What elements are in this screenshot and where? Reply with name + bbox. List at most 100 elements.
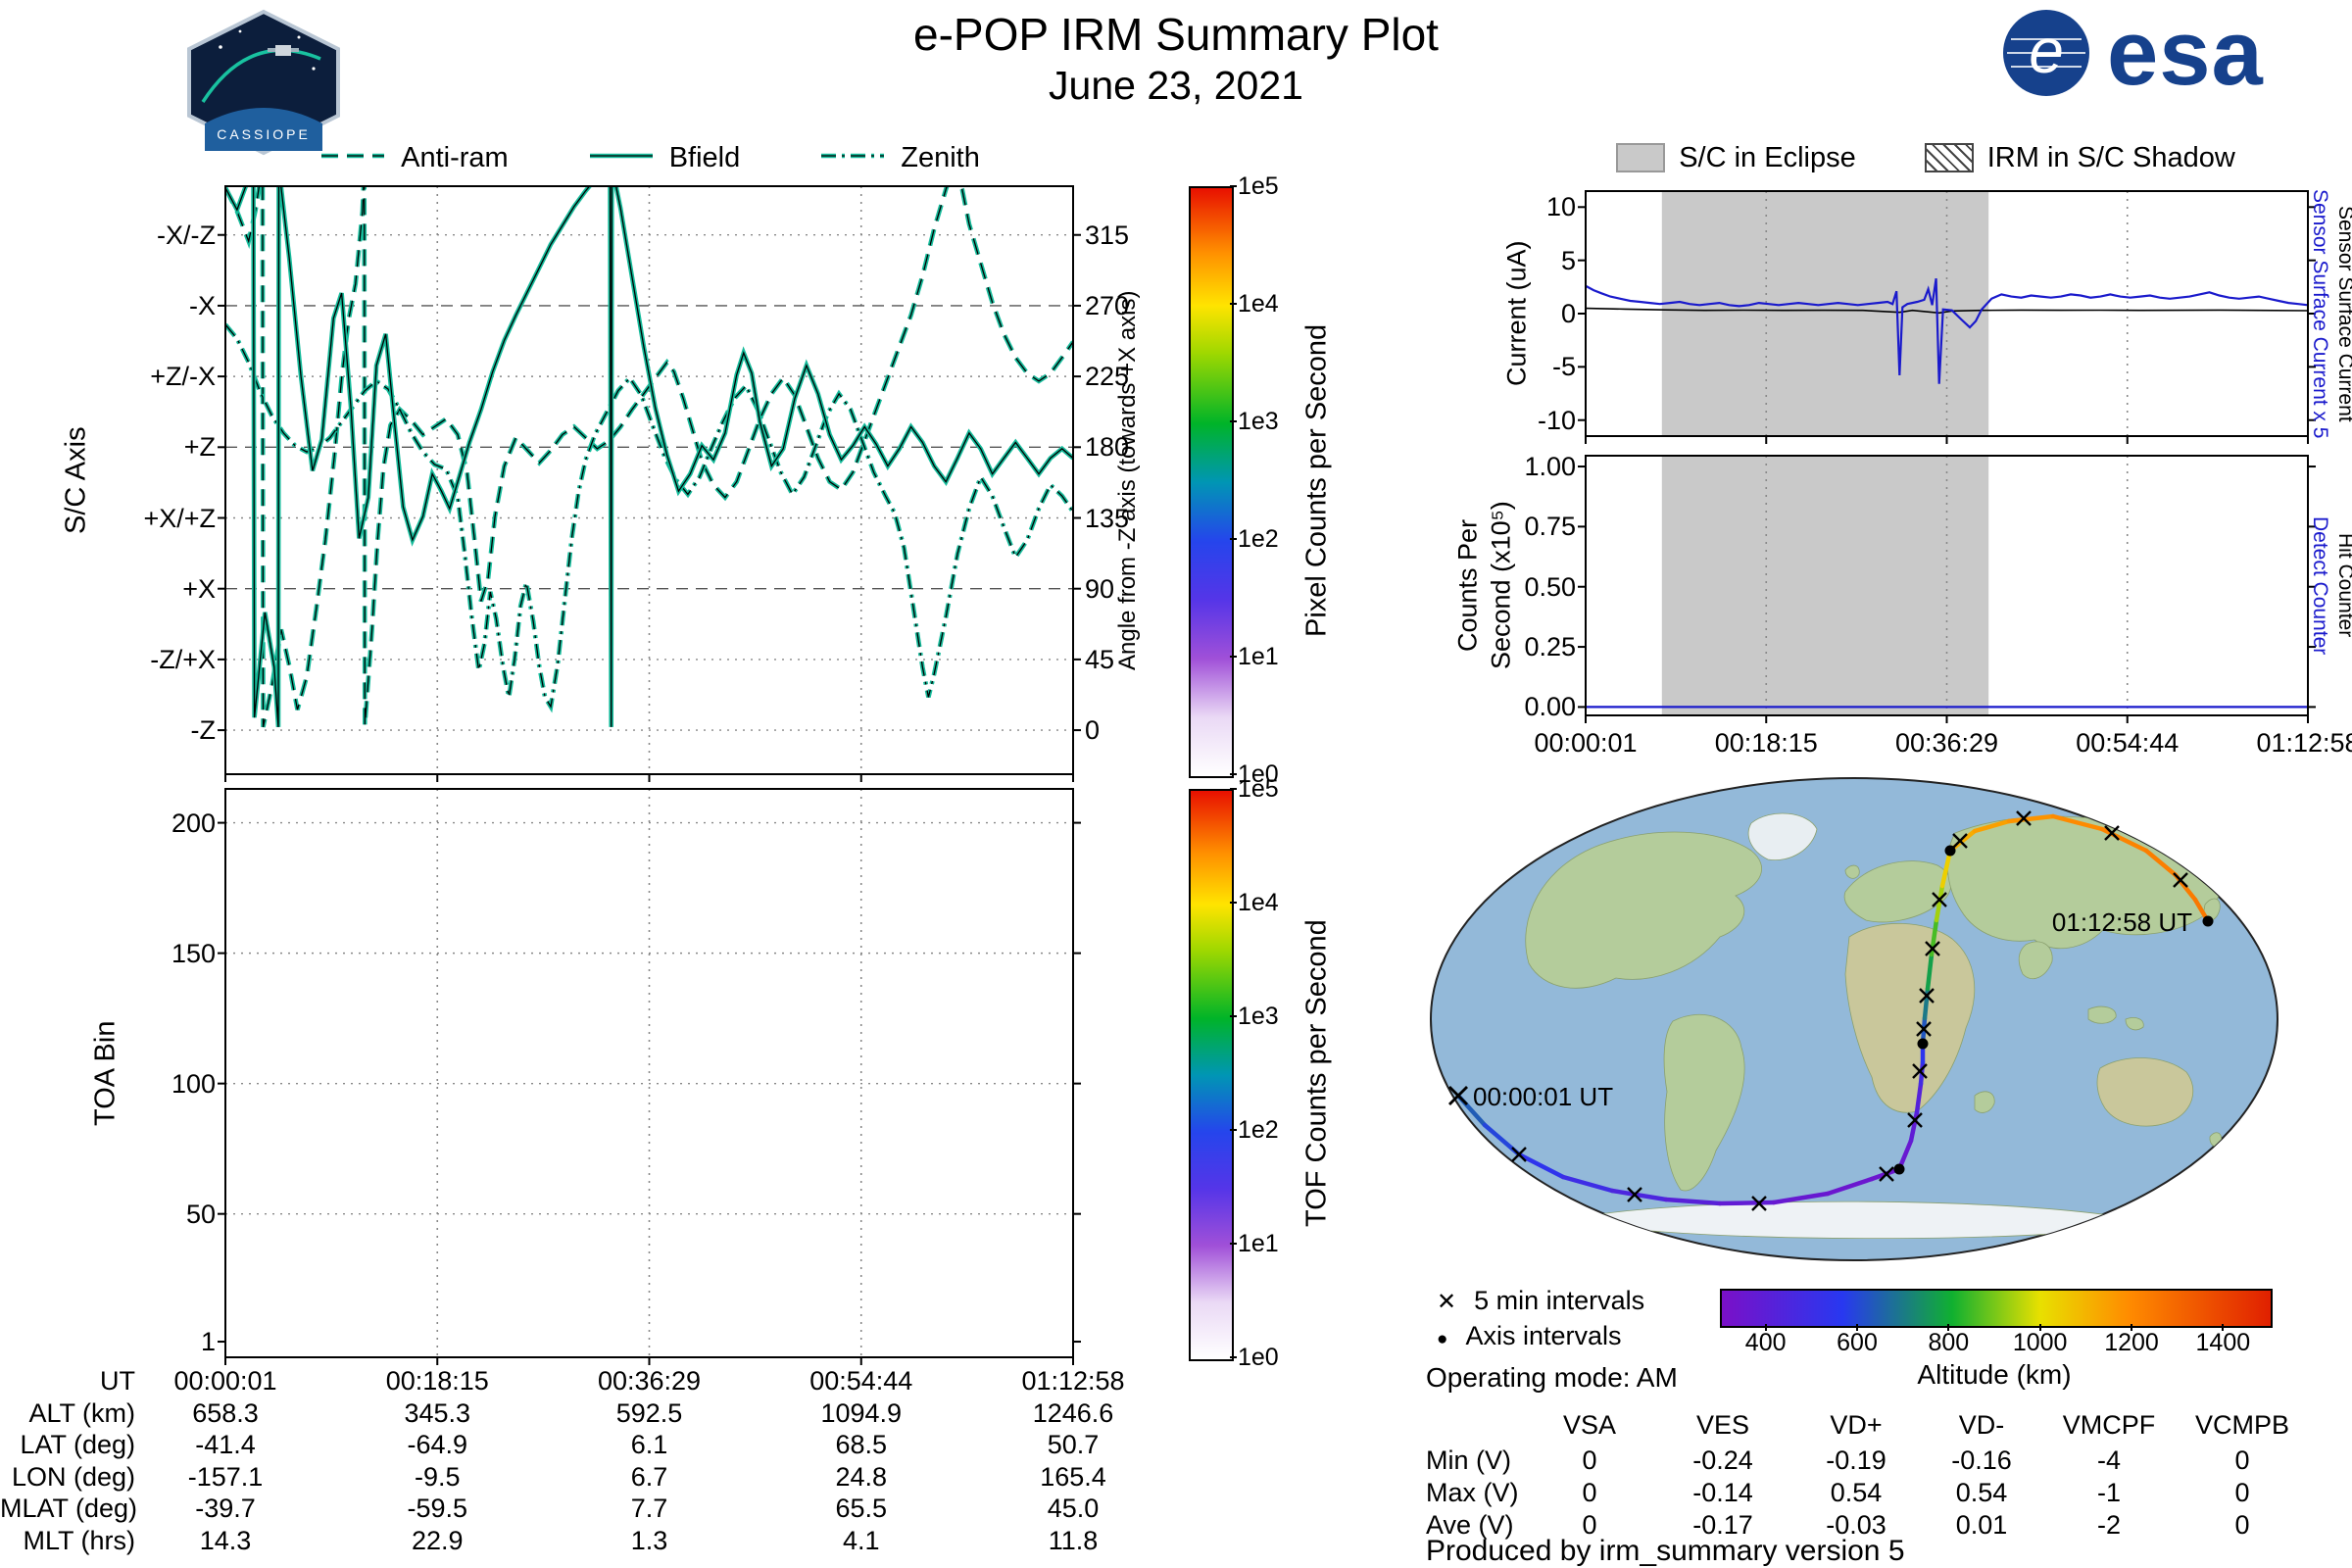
colorbar-tick (1230, 773, 1237, 775)
ephemeris-cell: 1.3 (630, 1525, 668, 1555)
y-tick-label: 180 (1085, 432, 1130, 463)
toa-plot (218, 788, 1081, 1365)
ephemeris-cell: 00:36:29 (597, 1366, 702, 1396)
ephemeris-cell: -59.5 (407, 1494, 468, 1523)
y-tick-label: -5 (1551, 352, 1576, 382)
colorbar-tick (1230, 303, 1237, 305)
ephemeris-row-label: ALT (km) (28, 1397, 135, 1428)
esa-globe-icon: e (2003, 10, 2089, 96)
map-continents (1525, 812, 2223, 1240)
sc-axis-plot (218, 185, 1081, 782)
voltage-col-header: VD+ (1830, 1410, 1883, 1440)
series-sensor-surface-current (1586, 307, 2308, 315)
y-tick-label: -Z (190, 715, 216, 746)
y-tick-label: 0 (1085, 715, 1101, 746)
ephemeris-cell: 50.7 (1047, 1430, 1100, 1459)
y-tick-label: 270 (1085, 290, 1130, 320)
current-right-label-0: Sensor Surface Current x 5 (2309, 188, 2331, 439)
svg-text:e: e (2029, 16, 2064, 86)
colorbar-tick-label: 1e1 (1238, 1230, 1279, 1257)
esa-logo: e esa (1999, 6, 2264, 100)
ephemeris-cell: 4.1 (842, 1525, 880, 1555)
axis-interval-marker (1917, 1038, 1929, 1050)
produced-by-note: Produced by irm_summary version 5 (1426, 1535, 1905, 1567)
y-tick-label: 10 (1545, 192, 1576, 222)
y-tick-label: 90 (1085, 573, 1115, 604)
track-end-label: 01:12:58 UT (2052, 907, 2192, 937)
voltage-col-header: VES (1695, 1410, 1750, 1440)
colorbar-tick-label: 1e4 (1238, 889, 1279, 916)
voltage-cell: 0 (1582, 1446, 1597, 1475)
y-tick-label: 0.00 (1524, 692, 1576, 722)
sc-axis-ylabel: S/C Axis (60, 426, 92, 534)
ground-track (1455, 813, 2211, 1206)
map-legend-5min: 5 min intervals (1437, 1286, 1644, 1316)
y-tick-label: +Z (183, 432, 216, 463)
patch-earth (205, 108, 322, 151)
y-tick-label: -X/-Z (157, 220, 216, 250)
patch-label: CASSIOPE (217, 126, 311, 142)
legend-item-shadow: IRM in S/C Shadow (1924, 141, 2235, 174)
sc-axis-legend: Anti-ram Bfield Zenith (225, 139, 1073, 176)
voltage-cell: 0.01 (1955, 1510, 2008, 1540)
y-tick-label: -X (189, 290, 216, 320)
ephemeris-cell: 165.4 (1040, 1461, 1106, 1492)
ephemeris-cell: 00:54:44 (809, 1366, 913, 1396)
ephemeris-cell: 01:12:58 (1021, 1366, 1125, 1396)
x-tick-label: 00:00:01 (1534, 728, 1638, 758)
ephemeris-cell: 00:00:01 (173, 1366, 277, 1396)
bfield-line-sample (587, 146, 656, 171)
altitude-tick (2222, 1324, 2225, 1331)
y-tick-label: 0.50 (1524, 571, 1576, 602)
angle-axis-label: Angle from -Z axis (towards +X axis) (1114, 290, 1141, 670)
patch-orbit-streak (201, 48, 321, 103)
track-start-label: 00:00:01 UT (1473, 1082, 1613, 1111)
legend-label: Anti-ram (401, 141, 509, 173)
colorbar-tick-label: 1e0 (1238, 760, 1279, 788)
altitude-tick-label: 1000 (2012, 1329, 2068, 1356)
y-tick-label: 150 (171, 938, 216, 968)
voltage-cell: 0.54 (1955, 1478, 2008, 1507)
counts-right-label-1: Hit Counter (2334, 533, 2352, 638)
series-bfield (225, 186, 1073, 728)
eclipse-band (1661, 191, 1989, 436)
x-tick-label: 01:12:58 (2256, 728, 2352, 758)
y-tick-label: 135 (1085, 503, 1130, 533)
ephemeris-cell: 24.8 (835, 1461, 888, 1492)
y-tick-label: +Z/-X (150, 362, 216, 392)
colorbar-tick (1230, 902, 1237, 904)
legend-label: Zenith (901, 141, 980, 173)
counts-right-label-0: Detect Counter (2309, 515, 2331, 656)
colorbar-tick (1230, 656, 1237, 658)
cassiope-mission-patch: CASSIOPE (187, 9, 340, 156)
colorbar-tick (1230, 1243, 1237, 1245)
x-tick-label: 00:36:29 (1894, 728, 1999, 758)
colorbar-tick-label: 1e0 (1238, 1344, 1279, 1371)
y-tick-label: 200 (171, 808, 216, 838)
altitude-tick-label: 1200 (2104, 1329, 2159, 1356)
altitude-tick-label: 800 (1928, 1329, 1970, 1356)
voltage-row-label: Max (V) (1426, 1478, 1519, 1507)
ephemeris-cell: -39.7 (195, 1494, 256, 1523)
colorbar-tick (1230, 1356, 1237, 1358)
legend-label: IRM in S/C Shadow (1986, 141, 2235, 173)
voltage-cell: 0 (1582, 1510, 1597, 1540)
altitude-tick-label: 1400 (2195, 1329, 2251, 1356)
altitude-tick (1764, 1324, 1767, 1331)
legend-item-zenith: Zenith (818, 142, 980, 174)
y-tick-label: +X (182, 573, 216, 604)
voltage-cell: 0 (2234, 1478, 2250, 1507)
current-plot (1578, 190, 2316, 444)
operating-mode: Operating mode: AM (1426, 1362, 1678, 1393)
zenith-line-sample (818, 146, 887, 171)
esa-wordmark: esa (2107, 1, 2264, 104)
voltage-cell: -0.03 (1826, 1510, 1886, 1540)
voltage-cell: 0 (2234, 1446, 2250, 1475)
map-legend-label: 5 min intervals (1474, 1286, 1645, 1315)
ephemeris-row-label: UT (100, 1366, 135, 1396)
ephemeris-row-label: LON (deg) (11, 1461, 135, 1492)
ephemeris-cell: 00:18:15 (385, 1366, 489, 1396)
voltage-row-label: Min (V) (1426, 1446, 1511, 1475)
ephemeris-cell: -157.1 (187, 1461, 264, 1492)
altitude-colorbar-label: Altitude (km) (1917, 1359, 2072, 1390)
